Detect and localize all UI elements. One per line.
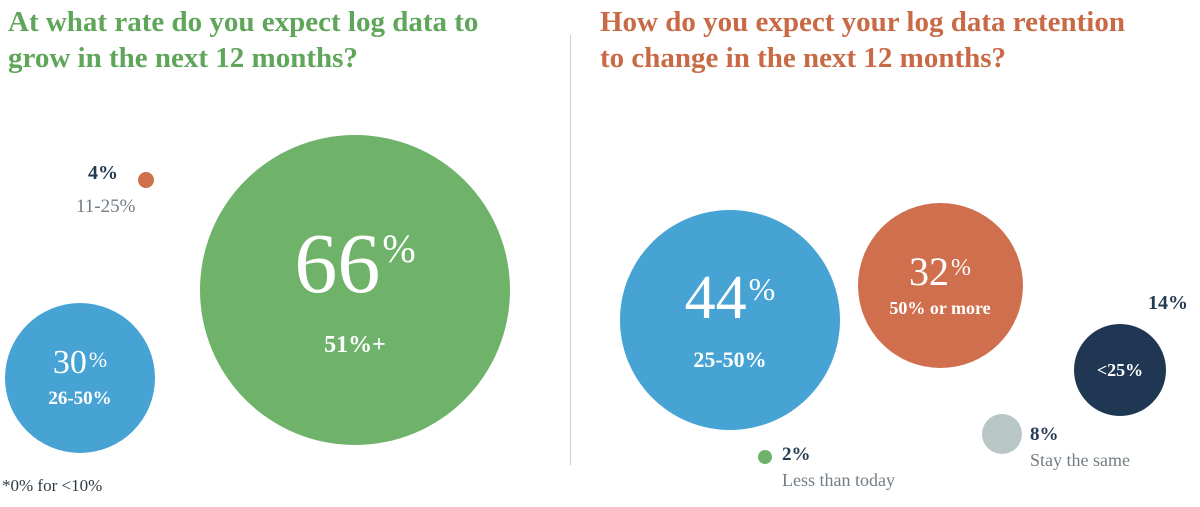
right-bubble-lt25: <25% (1074, 324, 1166, 416)
right-panel: How do you expect your log data retentio… (600, 0, 1200, 507)
right-bubble-25-50-label: 25-50% (693, 347, 766, 372)
right-dot-8-value: 8% (1030, 424, 1059, 446)
percent-glyph: % (749, 273, 776, 305)
left-dot-label: 11-25% (76, 196, 135, 218)
left-bubble-26-50: 30% 26-50% (5, 303, 155, 453)
right-bubble-lt25-value: 14% (1148, 292, 1188, 315)
left-title: At what rate do you expect log data to g… (8, 4, 528, 77)
right-bubble-50plus-label: 50% or more (889, 298, 990, 319)
right-bubble-25-50-value: 44 (685, 267, 747, 329)
left-bubble-26-50-value: 30 (53, 346, 87, 380)
left-bubble-51plus-label: 51%+ (324, 332, 386, 360)
percent-glyph: % (89, 349, 107, 371)
panel-divider (570, 35, 571, 465)
left-dot-value: 4% (88, 162, 118, 185)
left-bubble-51plus: 66% 51%+ (200, 135, 510, 445)
right-dot-less-than-today (758, 450, 772, 464)
right-bubble-lt25-label: <25% (1097, 360, 1143, 381)
right-dot-2-value: 2% (782, 444, 811, 466)
right-bubble-50plus: 32% 50% or more (858, 203, 1023, 368)
percent-glyph: % (382, 229, 415, 269)
right-bubble-25-50: 44% 25-50% (620, 210, 840, 430)
left-bubble-26-50-label: 26-50% (48, 388, 111, 410)
percent-glyph: % (951, 256, 971, 280)
left-footnote: *0% for <10% (2, 476, 102, 496)
right-dot-2-label: Less than today (782, 470, 895, 491)
left-panel: At what rate do you expect log data to g… (0, 0, 560, 507)
right-bubble-50plus-value: 32 (909, 252, 949, 292)
right-dot-8-label: Stay the same (1030, 450, 1130, 471)
right-dot-stay-same (982, 414, 1022, 454)
right-title: How do you expect your log data retentio… (600, 4, 1140, 77)
left-bubble-51plus-value: 66 (294, 220, 380, 306)
left-dot-11-25 (138, 172, 154, 188)
